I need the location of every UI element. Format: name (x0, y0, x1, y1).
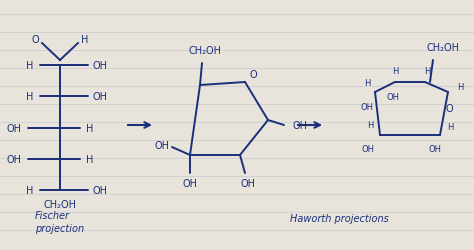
Text: OH: OH (7, 123, 21, 133)
Text: H: H (27, 61, 34, 71)
Text: CH₂OH: CH₂OH (427, 43, 459, 53)
Text: OH: OH (362, 145, 374, 154)
Text: H: H (86, 154, 94, 164)
Text: O: O (445, 104, 453, 114)
Text: H: H (424, 66, 430, 75)
Text: OH: OH (182, 178, 198, 188)
Text: OH: OH (92, 92, 108, 102)
Text: projection: projection (35, 223, 84, 233)
Text: OH: OH (386, 92, 400, 101)
Text: CH₂OH: CH₂OH (189, 46, 221, 56)
Text: OH: OH (92, 61, 108, 71)
Text: CH₂OH: CH₂OH (44, 199, 76, 209)
Text: OH: OH (428, 145, 441, 154)
Text: Haworth projections: Haworth projections (290, 213, 389, 223)
Text: H: H (364, 78, 370, 87)
Text: OH: OH (7, 154, 21, 164)
Text: O: O (31, 35, 39, 45)
Text: H: H (457, 83, 463, 92)
Text: H: H (82, 35, 89, 45)
Text: OH: OH (155, 140, 170, 150)
Text: H: H (367, 121, 373, 130)
Text: H: H (447, 123, 453, 132)
Text: Fischer: Fischer (35, 210, 70, 220)
Text: OH: OH (92, 185, 108, 195)
Text: H: H (86, 123, 94, 133)
Text: OH: OH (361, 102, 374, 111)
Text: O: O (249, 70, 257, 80)
Text: H: H (392, 66, 398, 75)
Text: H: H (27, 185, 34, 195)
Text: OH: OH (292, 120, 308, 130)
Text: H: H (27, 92, 34, 102)
Text: OH: OH (240, 178, 255, 188)
